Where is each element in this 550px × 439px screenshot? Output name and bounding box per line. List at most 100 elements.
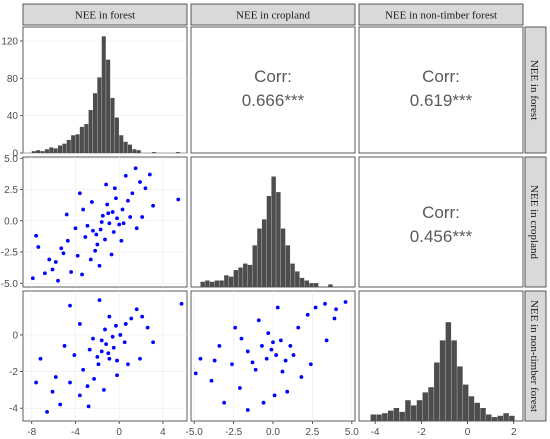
scatter-point <box>96 362 101 367</box>
hist-bar <box>468 396 475 421</box>
scatter-point <box>237 386 242 390</box>
corr-label-cropland-nontimber: Corr: <box>422 203 460 222</box>
scatter-point <box>176 197 181 202</box>
chart-2 <box>200 176 333 287</box>
hist-bar <box>309 283 314 287</box>
scatter-point <box>83 235 88 239</box>
hist-bar <box>71 135 76 153</box>
scatter-point <box>115 358 119 363</box>
scatter-point <box>288 344 293 348</box>
hist-bar <box>434 362 440 421</box>
scatter-point <box>123 322 128 326</box>
scatter-point <box>88 257 93 262</box>
scatter-point <box>107 221 112 226</box>
hist-bar <box>393 408 400 421</box>
hist-bar <box>509 415 515 421</box>
scatter-point <box>230 362 234 367</box>
scatter-point <box>104 182 108 187</box>
hist-bar <box>214 280 220 287</box>
scatter-point <box>93 248 98 253</box>
panels: 0 40 80 120 -5.0 -2.5 0.0 2.5 5.0 -4 -2 0 -8 -4 0 4 -5.0… <box>1 26 524 438</box>
hist-bar <box>238 267 243 287</box>
scatter-point <box>69 270 74 274</box>
hist-bar <box>62 143 67 153</box>
hist-bar <box>200 281 205 287</box>
scatter-point <box>91 228 95 233</box>
y-tick-label: 2.5 <box>4 185 18 196</box>
scatter-point <box>122 340 127 345</box>
scatter-point <box>272 393 277 398</box>
scatter-point <box>140 314 145 319</box>
panel-2-3 <box>358 156 524 288</box>
scatter-point <box>222 400 227 405</box>
scatter-point <box>332 316 337 321</box>
scatter-point <box>104 342 108 346</box>
scatter-point <box>130 191 135 196</box>
corr-value-cropland-nontimber: 0.456*** <box>410 227 473 246</box>
scatter-point <box>128 215 133 219</box>
x-tick-label: -5.0 <box>186 427 204 438</box>
y-tick-label: 120 <box>1 37 18 48</box>
y-tick-label: 80 <box>7 74 19 85</box>
scatter-point <box>256 318 261 323</box>
scatter-point <box>103 237 107 242</box>
scatter-point <box>94 232 99 237</box>
scatter-point <box>58 402 63 407</box>
y-tick-label: -2 <box>9 367 18 378</box>
x-tick-label: 2 <box>511 427 517 438</box>
scatter-point <box>85 223 90 228</box>
scatter-point <box>99 349 104 354</box>
hist-bar <box>304 280 309 287</box>
corr-label-forest-cropland: Corr: <box>254 67 292 86</box>
hist-bar <box>49 147 54 153</box>
scatter-point <box>119 238 124 243</box>
scatter-point <box>107 314 112 319</box>
strip-col-2: NEE in cropland <box>190 3 356 26</box>
hist-bar <box>114 117 119 153</box>
scatter-point <box>81 207 86 212</box>
chart-3 <box>370 322 515 421</box>
hist-bar <box>84 124 89 153</box>
scatter-point <box>143 186 148 191</box>
strip-row-1: NEE in forest <box>524 26 547 154</box>
hist-bar <box>205 280 210 287</box>
scatter-point <box>280 369 285 374</box>
hist-bar <box>209 281 215 287</box>
scatter-point <box>114 196 118 201</box>
scatter-point <box>99 338 104 343</box>
chart-5: -4 -2 0 -8 -4 0 4 <box>9 291 187 438</box>
y-tick-label: 5.0 <box>4 154 18 165</box>
scatter-point <box>73 226 78 231</box>
scatter-point <box>120 207 125 212</box>
scatter-point <box>147 172 152 177</box>
scatter-point <box>100 213 105 218</box>
scatter-point <box>77 191 82 196</box>
hist-bar <box>376 414 382 421</box>
hist-bar <box>127 144 133 153</box>
scatter-point <box>260 344 264 348</box>
scatter-point <box>68 380 72 385</box>
scatter-point <box>91 336 95 341</box>
hist-bar <box>416 400 423 421</box>
hist-bar <box>271 176 276 287</box>
hist-bar <box>451 340 457 421</box>
x-tick-label: -8 <box>27 427 36 438</box>
hist-bar <box>97 77 102 153</box>
scatter-point <box>134 226 139 231</box>
scatter-point <box>313 305 318 310</box>
scatter-point <box>106 211 111 216</box>
scatter-point <box>92 376 96 381</box>
scatter-point <box>193 371 198 376</box>
scatter-point <box>250 360 255 365</box>
x-tick-label: 5.0 <box>345 427 359 438</box>
scatter-point <box>56 278 60 283</box>
hist-bar <box>123 141 128 153</box>
scatter-point <box>62 344 67 348</box>
scatter-point <box>95 242 100 247</box>
scatter-point <box>138 180 142 184</box>
scatter-point <box>151 203 156 208</box>
hist-bar <box>132 149 137 153</box>
hist-bar <box>252 245 257 287</box>
scatter-point <box>77 393 82 398</box>
hist-bar <box>410 405 417 421</box>
